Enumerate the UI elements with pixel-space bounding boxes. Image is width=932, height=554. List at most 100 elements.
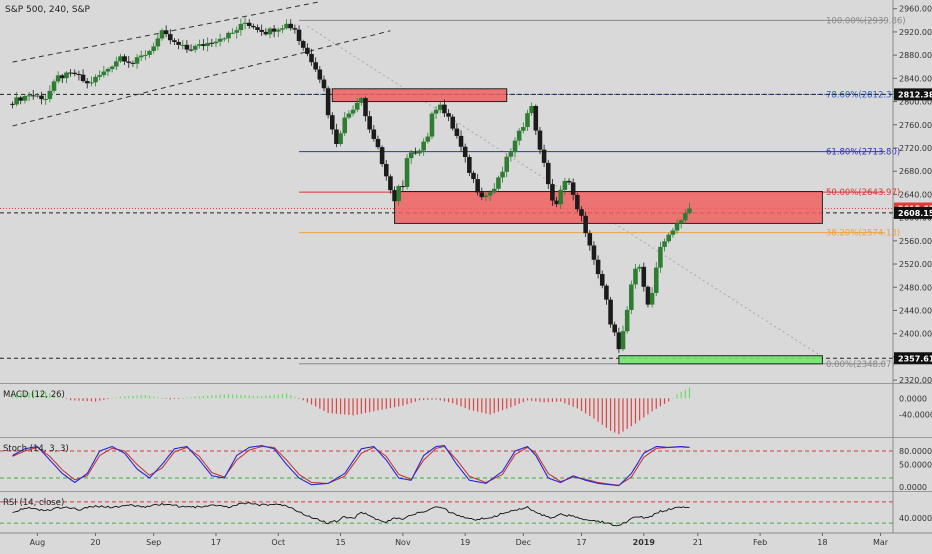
macd-bar [360,398,362,414]
candle-body [242,22,248,24]
candle-body [101,71,107,76]
macd-bar [331,398,333,414]
candle-body [213,41,219,44]
price-label-text: 2608.15 [898,209,932,218]
candle-body [496,177,501,189]
macd-bar [485,398,487,414]
macd-bar [481,398,483,413]
candle-body [296,29,302,42]
candle-body [383,164,389,177]
macd-bar [651,398,653,412]
price-tick-label: 2400.00 [899,330,932,339]
candle-body [433,109,439,114]
zone-support-bottom [618,355,823,365]
macd-bar [622,398,624,432]
candle-body [238,23,244,31]
fib-level-label: 61.80%(2713.80) [826,148,900,158]
macd-bar [585,398,587,414]
macd-bar [265,395,267,399]
candle-body [545,162,551,185]
macd-bar [248,395,250,399]
macd-bar [522,398,524,403]
candle-body [43,99,48,101]
macd-bar [377,398,379,411]
candle-body [55,75,61,82]
candle-body [251,25,256,28]
candle-body [558,189,564,205]
macd-bar [456,398,458,405]
candle-body [400,186,406,188]
macd-bar [319,398,321,409]
fib-level-label: 0.00%(2348.07) [826,360,895,370]
macd-bar [20,392,22,399]
candle-body [151,46,156,51]
stoch-tick-label: 0.0000 [899,483,927,492]
candle-body [188,49,194,51]
macd-bar [256,395,259,399]
macd-bar [560,398,562,402]
macd-bar [659,398,662,407]
macd-bar [460,398,462,407]
macd-bar [605,398,608,428]
candle-body [587,233,593,246]
macd-bar [40,391,43,399]
time-tick-label: 20 [90,538,100,547]
macd-bar [510,398,512,408]
candle-body [234,30,240,33]
price-label-text: 2812.38 [898,91,932,100]
candle-body [292,28,298,30]
macd-bar [310,398,313,405]
candle-body [114,61,119,67]
candle-body [275,29,281,32]
candle-body [508,152,514,157]
price-tick-label: 2760.00 [899,121,932,130]
price-tick-label: 2800.00 [899,98,932,107]
candle-body [658,246,663,268]
price-label-box [894,206,932,219]
macd-bar [223,394,225,399]
candle-body [483,195,489,198]
macd-bar [74,398,76,401]
macd-bar [564,398,566,404]
time-tick-label: Dec [516,538,531,547]
macd-bar [439,398,441,401]
macd-bar [668,398,670,402]
candle-body [246,22,252,26]
macd-bar [227,394,230,399]
macd-bar [28,392,30,399]
candle-body [118,56,123,62]
macd-bar [207,395,209,399]
macd-bar [601,398,603,425]
candle-body [653,267,659,293]
macd-bar [107,398,109,400]
candle-body [591,245,597,260]
candle-body [467,157,472,173]
price-tick-label: 2440.00 [899,306,932,315]
macd-bar [614,398,616,433]
macd-bar [472,398,475,411]
candle-body [471,172,476,180]
macd-bar [111,398,113,399]
macd-bar [157,397,159,399]
time-tick-label: Feb [753,538,767,547]
candle-body [575,194,580,210]
price-label-box [894,352,932,365]
macd-bar [576,398,578,409]
macd-bar [647,398,649,415]
price-tick-label: 2920.00 [899,28,932,37]
macd-bar [348,398,350,415]
fib-level-label: 78.60%(2812.33) [826,90,900,100]
rsi-label: RSI (14, close) [3,498,64,508]
macd-bar [128,396,130,399]
candle-body [72,72,78,75]
price-label-text: 2357.61 [898,354,932,363]
candle-body [26,95,32,97]
candle-body [442,104,447,114]
candle-body [633,268,638,285]
macd-bar [688,387,691,399]
candle-body [22,95,28,101]
candle-body [321,79,327,89]
